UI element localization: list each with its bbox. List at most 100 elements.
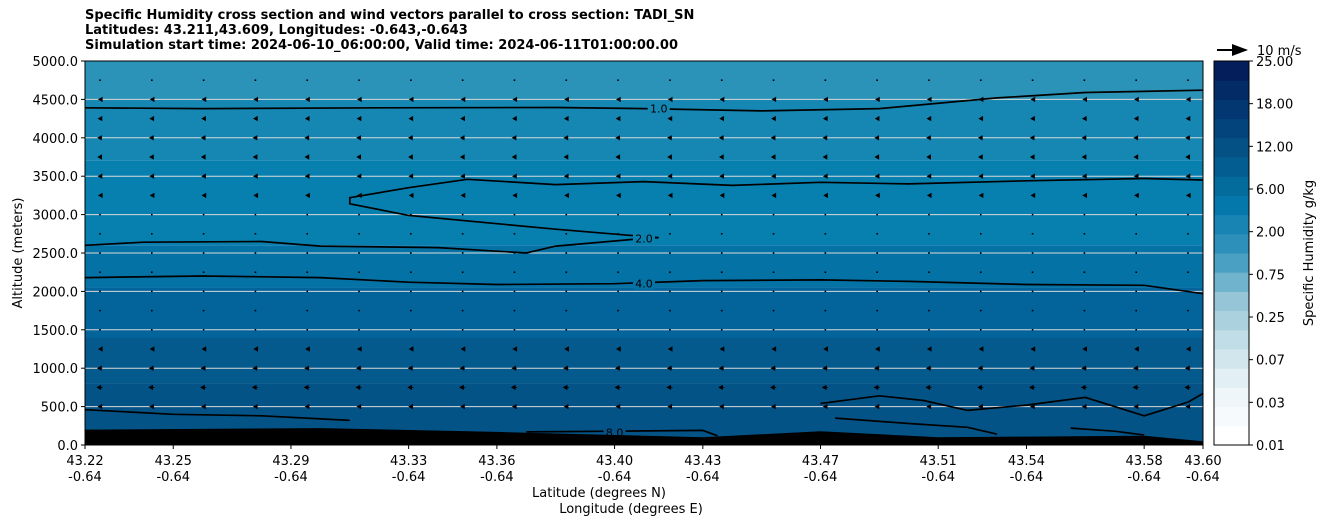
y-axis-label: Altitude (meters) — [11, 198, 26, 309]
wind-vector — [1082, 346, 1087, 352]
x-tick-label-lon: -0.64 — [686, 470, 720, 485]
wind-vector — [771, 173, 776, 179]
wind-vector — [408, 154, 413, 160]
wind-vector — [97, 192, 103, 199]
x-tick-label-lon: -0.64 — [921, 470, 955, 485]
wind-vector — [254, 271, 257, 273]
wind-vector — [254, 329, 257, 331]
wind-vector — [1184, 365, 1191, 371]
title-line-3: Simulation start time: 2024-06-10_06:00:… — [85, 38, 678, 53]
colorbar-segment — [1214, 387, 1249, 408]
wind-vector — [1135, 309, 1137, 312]
wind-vector — [306, 329, 309, 331]
wind-vector — [563, 115, 569, 122]
wind-vector — [1081, 365, 1087, 371]
colorbar-segment — [1214, 118, 1249, 139]
wind-vector — [408, 192, 414, 199]
wind-vector — [669, 79, 671, 81]
wind-vector — [201, 115, 206, 122]
wind-vector — [149, 115, 155, 122]
colorbar-segment — [1214, 176, 1249, 196]
wind-vector — [461, 233, 464, 235]
colorbar-segment — [1214, 329, 1249, 350]
wind-vector — [461, 309, 464, 312]
y-tick-label: 4000.0 — [33, 132, 79, 147]
wind-vector — [979, 271, 982, 273]
wind-vector — [96, 384, 103, 391]
wind-vector — [617, 290, 619, 293]
wind-vector — [254, 252, 257, 254]
wind-vector — [358, 309, 360, 312]
contour-label-bg — [647, 101, 670, 115]
x-tick-label-lon: -0.64 — [598, 470, 632, 485]
wind-vector — [770, 135, 776, 141]
wind-vector — [407, 384, 414, 391]
wind-vector — [1029, 384, 1036, 391]
wind-vector — [358, 213, 360, 216]
wind-vector — [928, 79, 930, 81]
wind-vector — [977, 365, 984, 371]
y-tick-label: 0.0 — [57, 439, 78, 454]
wind-vector — [1083, 309, 1086, 312]
wind-vector — [979, 213, 982, 216]
wind-vector — [356, 365, 362, 371]
wind-vector — [1187, 329, 1189, 331]
wind-vector — [770, 154, 776, 160]
wind-vector — [669, 309, 671, 312]
wind-vector — [151, 329, 153, 331]
wind-vector — [410, 79, 412, 81]
wind-vector — [252, 135, 258, 141]
wind-vector — [720, 309, 723, 312]
x-tick-label-lat: 43.36 — [478, 454, 515, 469]
wind-vector — [718, 154, 724, 160]
wind-vector — [925, 384, 932, 391]
wind-vector — [926, 403, 932, 410]
wind-vector — [410, 271, 412, 273]
wind-vector — [978, 346, 984, 352]
wind-vector — [459, 365, 465, 371]
colorbar-segment — [1214, 349, 1249, 369]
title-line-2: Latitudes: 43.211,43.609, Longitudes: -0… — [85, 23, 468, 38]
wind-vector — [874, 135, 880, 141]
wind-vector — [1187, 79, 1189, 81]
wind-vector — [460, 173, 465, 179]
wind-vector — [1082, 192, 1087, 199]
wind-vector — [614, 384, 621, 391]
wind-vector — [410, 290, 412, 293]
wind-vector — [977, 384, 984, 391]
wind-vector — [304, 403, 310, 410]
vector-key: 10 m/s — [1217, 44, 1302, 59]
colorbar-segment — [1214, 272, 1249, 292]
contour-line-8-0 — [85, 408, 350, 422]
wind-vector — [616, 346, 621, 352]
wind-vector — [356, 154, 362, 160]
wind-vector — [251, 384, 259, 391]
wind-vector — [615, 365, 621, 371]
wind-vector — [358, 252, 360, 254]
wind-vector — [99, 271, 101, 273]
wind-vector — [564, 346, 569, 352]
wind-vector — [719, 173, 725, 179]
wind-vector — [926, 115, 932, 122]
wind-vector — [563, 403, 569, 410]
wind-vector — [874, 115, 880, 122]
wind-vector — [407, 365, 414, 371]
wind-vector — [874, 403, 880, 410]
wind-vector — [304, 115, 310, 122]
wind-vector — [822, 115, 828, 122]
wind-vector — [1185, 115, 1191, 122]
wind-vector — [410, 213, 412, 216]
contour-line-4-0 — [85, 275, 1203, 295]
wind-vector — [513, 309, 516, 312]
wind-vector — [1132, 384, 1139, 391]
wind-vector — [1134, 346, 1139, 352]
wind-vector — [978, 403, 983, 410]
contour-line-8-0 — [820, 392, 1203, 417]
wind-vector — [254, 309, 257, 312]
x-tick-label-lon: -0.64 — [156, 470, 190, 485]
wind-vector — [977, 135, 983, 141]
y-tick-label: 4500.0 — [33, 93, 79, 108]
wind-vector — [305, 192, 310, 199]
x-tick-label-lat: 43.40 — [596, 454, 633, 469]
wind-vector — [97, 173, 103, 179]
